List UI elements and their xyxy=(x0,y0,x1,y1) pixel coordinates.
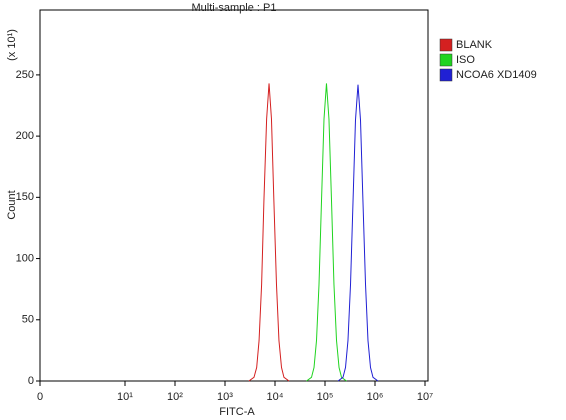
y-scale-label: (x 10¹) xyxy=(6,29,18,61)
y-tick-label: 100 xyxy=(16,252,34,264)
x-axis-label: FITC-A xyxy=(219,406,255,418)
legend-label: ISO xyxy=(456,54,475,66)
y-tick-label: 0 xyxy=(28,375,34,387)
y-tick-label: 150 xyxy=(16,191,34,203)
legend-swatch xyxy=(439,38,453,52)
x-tick-label: 10³ xyxy=(217,391,233,403)
chart-title: Multi-sample : P1 xyxy=(192,2,277,14)
y-tick-label: 200 xyxy=(16,130,34,142)
legend-swatch xyxy=(439,53,453,67)
x-tick-label: 10² xyxy=(167,391,183,403)
x-tick-label: 10⁶ xyxy=(367,391,384,403)
x-tick-label: 10⁴ xyxy=(267,391,284,403)
plot-frame xyxy=(39,9,429,382)
x-tick-label: 0 xyxy=(37,391,43,403)
histogram-line xyxy=(337,84,379,382)
y-tick-label: 50 xyxy=(22,314,34,326)
x-tick-label: 10⁷ xyxy=(417,391,433,403)
y-axis-label: Count xyxy=(6,190,18,219)
legend-swatch xyxy=(439,68,453,82)
legend-label: NCOA6 XD1409 xyxy=(456,69,537,81)
histogram-line xyxy=(306,83,347,382)
histogram-line xyxy=(248,83,290,382)
legend-label: BLANK xyxy=(456,39,493,51)
x-tick-label: 10¹ xyxy=(117,391,133,403)
x-tick-label: 10⁵ xyxy=(317,391,334,403)
y-tick-label: 250 xyxy=(16,69,34,81)
